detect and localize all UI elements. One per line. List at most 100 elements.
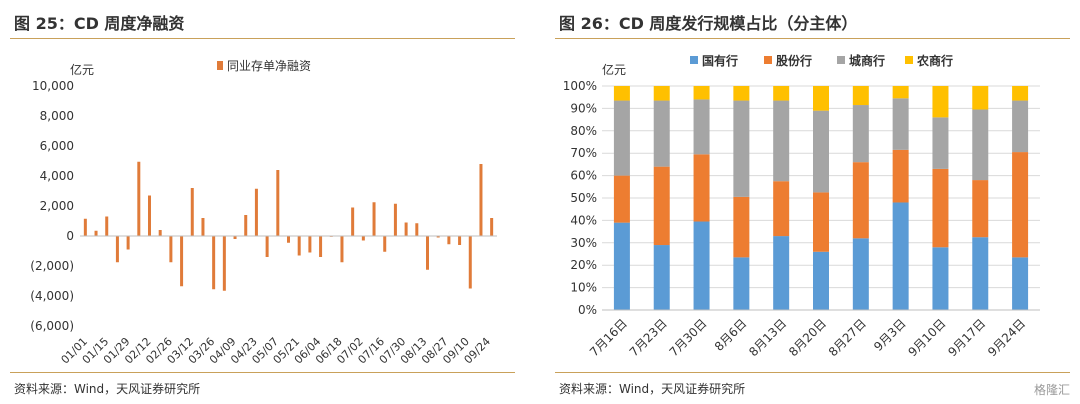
bar	[426, 236, 429, 270]
stacked-bar-segment	[892, 202, 909, 310]
stacked-bar-segment	[773, 181, 790, 237]
stacked-bar-segment	[1012, 257, 1029, 310]
watermark-logo: 格隆汇	[1033, 383, 1070, 397]
x-tick-label: 8月13日	[746, 316, 789, 359]
bar	[468, 236, 472, 289]
y-tick-label: 70%	[570, 146, 597, 160]
stacked-bar-segment	[653, 100, 670, 167]
right-source-note: 资料来源：Wind，天风证券研究所	[559, 382, 746, 396]
y-tick-label: (2,000)	[30, 259, 74, 273]
y-unit-label: 亿元	[70, 62, 94, 77]
stacked-bar-segment	[972, 180, 989, 238]
x-tick-label: 7月30日	[667, 316, 710, 359]
stacked-bar-segment	[693, 99, 710, 155]
legend-swatch	[905, 56, 913, 64]
stacked-bar-segment	[852, 105, 869, 163]
bar	[297, 236, 301, 256]
bar	[126, 236, 130, 250]
stacked-bar-segment	[813, 192, 829, 252]
bar	[169, 236, 173, 263]
bar	[393, 203, 397, 236]
y-tick-label: 6,000	[40, 139, 74, 153]
y-unit-label: 亿元	[602, 62, 626, 77]
stacked-bar-segment	[852, 162, 869, 239]
bar	[190, 188, 194, 236]
stacked-bar-segment	[892, 86, 909, 99]
right-title-rule	[555, 38, 1070, 39]
bar	[233, 236, 237, 239]
stacked-bar-segment	[932, 117, 949, 169]
bar	[137, 161, 141, 236]
bar	[265, 236, 269, 257]
stacked-bar-segment	[892, 98, 909, 150]
y-tick-label: 8,000	[40, 109, 74, 123]
bar	[94, 230, 98, 236]
y-tick-label: 90%	[570, 101, 597, 115]
right-figure-title: 图 26：CD 周度发行规模占比（分主体）	[559, 14, 858, 33]
stacked-bar-segment	[653, 245, 670, 310]
stacked-bar-segment	[653, 166, 670, 246]
y-tick-label: 80%	[570, 124, 597, 138]
x-tick-label: 9月3日	[871, 316, 909, 354]
bar	[158, 230, 162, 236]
bar	[287, 236, 290, 243]
bar	[372, 202, 376, 236]
bar	[383, 236, 387, 252]
stacked-bar-segment	[773, 100, 790, 182]
y-tick-label: 10,000	[32, 79, 74, 93]
stacked-bar-segment	[813, 110, 829, 193]
stacked-bar-segment	[972, 109, 989, 181]
legend-label: 农商行	[916, 53, 953, 68]
bar	[244, 215, 248, 236]
bar	[490, 218, 494, 236]
bar	[222, 236, 226, 291]
x-tick-label: 8月27日	[826, 316, 869, 359]
stacked-bar-segment	[773, 236, 790, 310]
stacked-bar-segment	[932, 168, 949, 248]
bar	[254, 188, 258, 236]
right-source-rule	[555, 372, 1070, 373]
bar	[404, 222, 408, 236]
stacked-bar-segment	[653, 86, 670, 101]
bar	[351, 207, 355, 236]
x-tick-label: 7月16日	[587, 316, 630, 359]
stacked-bar-segment	[773, 86, 790, 101]
stacked-bar-segment	[972, 86, 989, 110]
stacked-bar-segment	[733, 100, 750, 197]
bar	[148, 195, 151, 236]
stacked-bar-segment	[613, 175, 630, 223]
y-tick-label: 4,000	[40, 169, 74, 183]
legend-label: 同业存单净融资	[227, 59, 311, 73]
stacked-bar-segment	[1012, 100, 1029, 153]
bar	[319, 236, 323, 257]
bar	[458, 236, 462, 245]
y-tick-label: 100%	[563, 79, 597, 93]
y-tick-label: 50%	[570, 191, 597, 205]
stacked-bar-segment	[1012, 86, 1029, 101]
y-tick-label: 40%	[570, 213, 597, 227]
bar	[436, 236, 440, 238]
x-tick-label: 8月20日	[786, 316, 829, 359]
stacked-bar-segment	[972, 237, 989, 310]
x-tick-label: 7月23日	[627, 316, 670, 359]
y-tick-label: 30%	[570, 236, 597, 250]
stacked-bar-segment	[613, 222, 630, 310]
y-tick-label: 20%	[570, 258, 597, 272]
right-panel: 图 26：CD 周度发行规模占比（分主体） 0% 10% 20% 30% 40% 50% 6…	[545, 0, 1080, 404]
stacked-bar-segment	[932, 247, 949, 310]
stacked-bar-segment	[693, 221, 710, 310]
legend-swatch	[690, 56, 698, 64]
legend-label: 股份行	[776, 53, 812, 68]
bar	[180, 236, 184, 287]
stacked-bar-segment	[733, 257, 750, 310]
bar	[115, 236, 119, 263]
legend-swatch	[837, 56, 845, 64]
left-title-rule	[10, 38, 515, 39]
legend-label: 国有行	[702, 53, 738, 68]
stacked-bar-segment	[892, 149, 909, 203]
bar	[447, 236, 451, 245]
bar	[415, 223, 419, 236]
stacked-bar-segment	[613, 100, 630, 176]
bar	[361, 236, 365, 241]
legend-label: 城商行	[849, 53, 885, 68]
